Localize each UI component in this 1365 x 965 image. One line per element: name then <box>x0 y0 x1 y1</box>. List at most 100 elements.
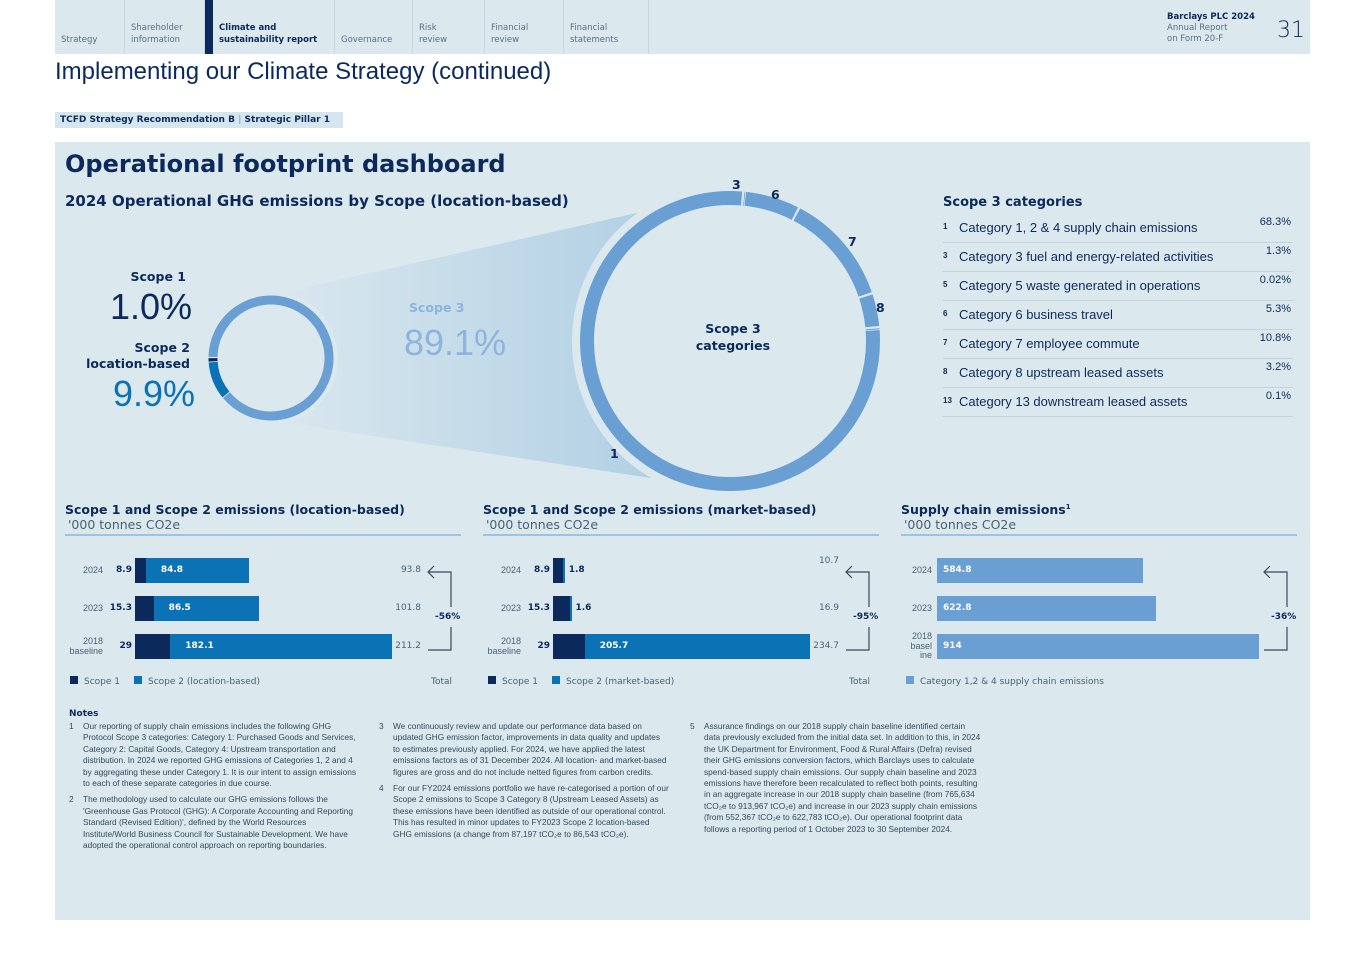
bar-scope2 <box>145 558 250 583</box>
note-number: 1 <box>69 721 74 731</box>
bar-scope1 <box>553 634 585 659</box>
legend-swatch <box>134 676 142 684</box>
scope3-category-row: 6 Category 6 business travel 5.3% <box>943 301 1293 330</box>
segment-label: 6 <box>771 187 780 202</box>
scope1-value-label: 29 <box>537 641 550 651</box>
bar-chart-1: Scope 1 and Scope 2 emissions (location-… <box>65 502 461 697</box>
tab-financial-statements[interactable]: Financial statements <box>564 0 649 54</box>
segment-label: 3 <box>732 177 741 192</box>
bar-value-label: 86.5 <box>168 603 191 613</box>
tab-strategy[interactable]: Strategy <box>55 0 125 54</box>
bar-scope2 <box>569 596 572 621</box>
scope1-value-label: 8.9 <box>116 565 132 575</box>
scope3-category-row: 7 Category 7 employee commute 10.8% <box>943 330 1293 359</box>
notes-column-3: 5 Assurance findings on our 2018 supply c… <box>690 721 982 840</box>
scope1-label: Scope 1 <box>130 269 186 284</box>
category-label: 2024 <box>500 565 521 575</box>
total-value: 211.2 <box>395 641 421 651</box>
category-value: 5.3% <box>1265 303 1291 315</box>
tab-label: Shareholder information <box>131 23 183 45</box>
notes-title: Notes <box>69 709 99 719</box>
bar-scope2 <box>937 634 1259 659</box>
report-title: Barclays PLC 2024 <box>1167 12 1255 22</box>
dashboard-title: Operational footprint dashboard <box>65 150 506 178</box>
chart-unit: '000 tonnes CO2e <box>904 517 1017 532</box>
tab-governance[interactable]: Governance <box>335 0 413 54</box>
segment-label: 1 <box>610 446 619 461</box>
bar-scope1 <box>135 558 146 583</box>
category-value: 1.3% <box>1265 245 1291 257</box>
scope3-category-row: 1 Category 1, 2 & 4 supply chain emission… <box>943 214 1293 243</box>
legend-item: Scope 1 <box>488 676 538 687</box>
reduction-percentage: -95% <box>853 612 879 622</box>
donut-segment-scope3 <box>208 295 334 421</box>
bar-value-label: 584.8 <box>943 565 972 575</box>
legend-item: Category 1,2 & 4 supply chain emissions <box>906 676 1104 687</box>
bar-scope2 <box>937 596 1157 621</box>
bar-scope2 <box>937 558 1144 583</box>
total-value: 93.8 <box>400 565 421 575</box>
chart-title: Scope 1 and Scope 2 emissions (market-ba… <box>483 502 817 517</box>
donut-center-label: Scope 3 categories <box>695 321 771 353</box>
note-text: Assurance findings on our 2018 supply ch… <box>704 721 981 834</box>
category-label: Category 8 upstream leased assets <box>959 365 1164 380</box>
category-number: 6 <box>943 309 948 318</box>
legend-swatch <box>906 676 914 684</box>
reduction-arrow-icon <box>427 565 452 651</box>
donut-segment-category-8 <box>859 294 880 328</box>
category-value: 3.2% <box>1265 361 1291 373</box>
chart-title: Scope 1 and Scope 2 emissions (location-… <box>65 502 405 517</box>
total-value: 234.7 <box>813 641 839 651</box>
category-label: 2023 <box>911 603 932 613</box>
tab-label: Risk review <box>419 23 448 45</box>
total-label: Total <box>849 677 871 687</box>
note-3: 3 We continuously review and update our p… <box>379 721 669 778</box>
bar-value-label: 182.1 <box>185 641 214 651</box>
scope3-category-row: 5 Category 5 waste generated in operation… <box>943 272 1293 301</box>
category-number: 8 <box>943 367 948 376</box>
total-label: Total <box>431 677 453 687</box>
scope3-value: 89.1% <box>404 322 507 363</box>
tag-left: TCFD Strategy Recommendation B <box>60 115 235 125</box>
legend-swatch <box>70 676 78 684</box>
tab-shareholder-information[interactable]: Shareholder information <box>125 0 205 54</box>
note-text: Our reporting of supply chain emissions … <box>83 721 357 789</box>
note-1: 1 Our reporting of supply chain emissions… <box>69 721 359 789</box>
category-number: 13 <box>943 396 952 405</box>
note-number: 4 <box>379 783 384 794</box>
note-number: 3 <box>379 721 384 731</box>
donut-segment-category-1 <box>580 191 880 491</box>
divider <box>65 534 461 536</box>
legend-item: Scope 1 <box>70 676 120 687</box>
note-text: For our FY2024 emissions portfolio we ha… <box>393 783 669 839</box>
bar-chart-3: Supply chain emissions1 '000 tonnes CO2e… <box>901 502 1297 697</box>
bar-scope2 <box>170 634 392 659</box>
tab-climate-sustainability[interactable]: Climate and sustainability report <box>205 0 335 54</box>
dashboard-subtitle: 2024 Operational GHG emissions by Scope … <box>65 192 569 210</box>
note-number: 5 <box>690 721 695 731</box>
scope3-category-row: 13 Category 13 downstream leased assets 0.… <box>943 388 1293 417</box>
category-number: 1 <box>943 222 948 231</box>
tab-label: Strategy <box>61 35 98 45</box>
category-label: Category 1, 2 & 4 supply chain emissions <box>959 220 1198 235</box>
tab-financial-review[interactable]: Financial review <box>485 0 564 54</box>
tab-risk-review[interactable]: Risk review <box>413 0 485 54</box>
tab-label: Financial statements <box>570 23 619 45</box>
reduction-arrow-icon <box>845 565 870 651</box>
chart-title: Supply chain emissions1 <box>901 502 1071 517</box>
scope3-category-row: 8 Category 8 upstream leased assets 3.2% <box>943 359 1293 388</box>
tag-divider: | <box>238 115 242 125</box>
segment-label: 8 <box>876 300 885 315</box>
report-subtitle: on Form 20-F <box>1167 34 1224 44</box>
tab-label: Financial review <box>491 23 529 45</box>
total-value: 10.7 <box>818 556 839 566</box>
scope3-category-row: 3 Category 3 fuel and energy-related acti… <box>943 243 1293 272</box>
note-2: 2 The methodology used to calculate our G… <box>69 794 359 851</box>
category-label: 2024 <box>911 565 932 575</box>
chart-unit: '000 tonnes CO2e <box>486 517 599 532</box>
legend-label: Scope 1 <box>84 677 121 687</box>
notes-column-2: 3 We continuously review and update our p… <box>379 721 669 845</box>
category-number: 7 <box>943 338 948 347</box>
bar-value-label: 622.8 <box>943 603 972 613</box>
scope1-value-label: 15.3 <box>109 603 132 613</box>
